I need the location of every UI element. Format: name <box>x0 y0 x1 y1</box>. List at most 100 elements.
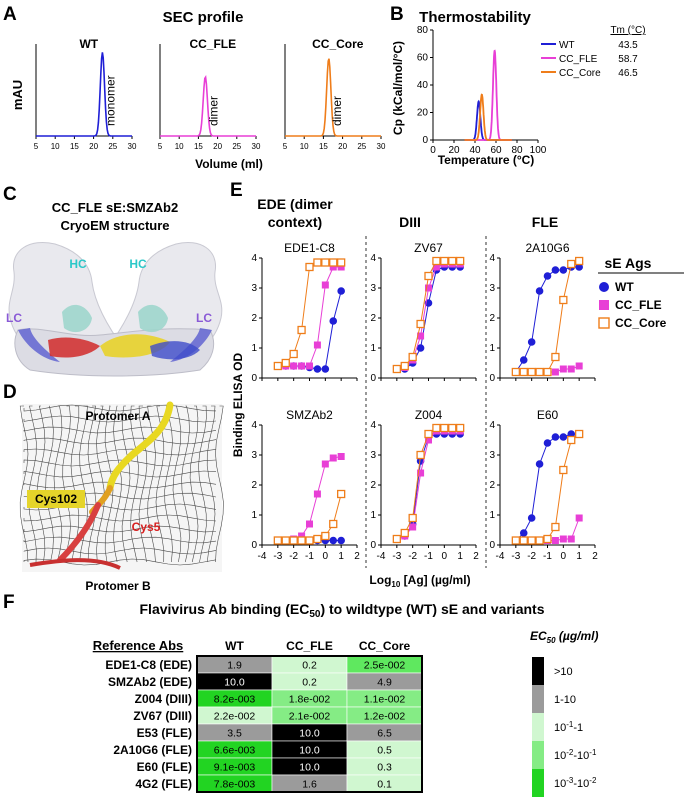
elisa-point-cc-core <box>559 465 568 475</box>
elisa-x-tick: -1 <box>305 551 314 562</box>
heatmap-legend-swatch <box>532 685 544 713</box>
elisa-point-cc-core <box>329 519 338 529</box>
sec-state-annotation: monomer <box>103 75 117 126</box>
panel-letter-b: B <box>390 4 404 25</box>
sec-x-tick: 10 <box>51 142 60 151</box>
thermo-plot: 0 20 40 60 80 100 0 20 40 60 80 WT 43.5 CC_FLE 58.7 CC_… <box>417 25 638 156</box>
elisa-point-cc-core <box>408 513 417 523</box>
heatmap-cell-value: 1.1e-002 <box>364 694 406 706</box>
elisa-point-cc-core <box>551 522 560 532</box>
elisa-point-cc-core <box>289 536 298 545</box>
row-header: Reference Abs <box>93 638 184 653</box>
elisa-x-tick: -4 <box>377 551 386 562</box>
thermo-trace-cc-core <box>464 93 512 141</box>
heatmap-cell-value: 1.2e-002 <box>364 711 406 723</box>
elisa-point-cc-fle <box>298 362 306 370</box>
elisa-point-wt <box>543 439 552 447</box>
elisa-point-cc-core <box>273 536 282 545</box>
elisa-point-cc-core <box>575 429 584 439</box>
elisa-point-cc-core <box>313 534 322 544</box>
protomer-b-label: Protomer B <box>85 579 151 593</box>
elisa-point-cc-core <box>408 352 417 362</box>
sec-state-annotation: dimer <box>330 96 344 126</box>
elisa-point-cc-core <box>305 536 314 545</box>
protomer-a-label: Protomer A <box>86 409 151 423</box>
heatmap-cell-value: 2.2e-002 <box>214 711 256 723</box>
elisa-point-cc-fle <box>417 332 425 340</box>
elisa-point-cc-fle <box>321 460 329 468</box>
elisa-point-wt <box>527 338 536 346</box>
heatmap-legend-label: 1-10 <box>554 694 576 706</box>
heatmap-row-label: EDE1-C8 (EDE) <box>105 658 192 672</box>
elisa-y-tick: 2 <box>251 313 257 324</box>
heatmap-cell-value: 2.5e-002 <box>364 660 406 672</box>
elisa-x-tick: -3 <box>511 551 520 562</box>
elisa-plot-title: ZV67 <box>414 241 443 255</box>
elisa-point-cc-core <box>543 367 552 377</box>
thermo-tm-value: 58.7 <box>618 54 638 65</box>
elisa-point-wt <box>329 536 338 545</box>
elisa-x-tick: 0 <box>561 551 567 562</box>
elisa-x-tick: -1 <box>543 551 552 562</box>
elisa-point-cc-core <box>321 258 330 267</box>
elisa-y-tick: 0 <box>489 540 495 551</box>
elisa-x-tick: -4 <box>496 551 505 562</box>
elisa-point-cc-fle <box>432 263 440 271</box>
elisa-point-cc-core <box>527 367 536 377</box>
elisa-point-cc-core <box>297 325 306 335</box>
panel-c-title-line1: CC_FLE sE:SMZAb2 <box>52 200 178 215</box>
elisa-x-tick: -1 <box>424 551 433 562</box>
thermo-x-tick: 0 <box>430 145 436 156</box>
elisa-point-cc-core <box>416 450 425 460</box>
sec-trace-cc-fle <box>160 74 256 137</box>
sec-x-tick: 30 <box>128 142 137 151</box>
heatmap-row-label: E60 (FLE) <box>137 760 192 774</box>
elisa-x-tick: -3 <box>273 551 282 562</box>
elisa-fit-cc-core <box>515 433 580 541</box>
sec-plots: 5 10 15 20 25 30 WT monomer 5 10 15 20 25 30 CC_FLEdim… <box>34 37 386 151</box>
group-title-diii: DIII <box>399 214 421 230</box>
legend-title-sE-ags: sE Ags <box>605 255 652 271</box>
heatmap-cell-value: 10.0 <box>299 762 320 774</box>
elisa-point-cc-fle <box>313 341 321 349</box>
elisa-point-cc-core <box>392 364 401 374</box>
elisa-y-tick: 3 <box>370 450 376 461</box>
elisa-point-wt <box>551 266 560 274</box>
elisa-point-wt <box>535 287 544 295</box>
elisa-point-wt <box>551 433 560 441</box>
elisa-point-cc-core <box>432 256 441 266</box>
elisa-point-cc-core <box>535 367 544 377</box>
elisa-point-wt <box>543 272 552 280</box>
elisa-x-tick: 1 <box>457 551 463 562</box>
elisa-plot-2a10g6: 2A10G6 0 1 2 3 4 <box>489 241 596 384</box>
panel-b-thermostability: Thermostability Cp (kCal/mol/°C) Tempera… <box>391 9 646 167</box>
panel-letter-a: A <box>3 4 17 25</box>
elisa-x-tick: 1 <box>576 551 582 562</box>
thermo-x-tick: 100 <box>530 145 547 156</box>
heatmap-border <box>196 655 423 793</box>
elisa-point-cc-fle <box>337 453 345 460</box>
protomer-b-chain <box>57 502 101 563</box>
elisa-x-tick: 2 <box>473 551 479 562</box>
sec-x-tick: 25 <box>108 142 117 151</box>
elisa-y-tick: 0 <box>251 540 257 551</box>
elisa-plot-title: 2A10G6 <box>525 241 569 255</box>
heatmap-cell-value: 0.2 <box>302 677 317 689</box>
elisa-y-tick: 1 <box>370 510 376 521</box>
sec-x-tick: 5 <box>34 142 39 151</box>
elisa-point-cc-fle <box>575 362 583 370</box>
elisa-y-tick: 4 <box>370 420 376 431</box>
elisa-point-wt <box>337 536 345 545</box>
panel-letter-c: C <box>3 184 17 205</box>
elisa-point-cc-fle <box>425 284 432 292</box>
heatmap-legend-title: EC50 (µg/ml) <box>530 629 599 645</box>
thermo-tm-value: 46.5 <box>618 68 638 79</box>
heatmap-cell-value: 9.1e-003 <box>214 762 256 774</box>
elisa-point-cc-core <box>535 536 544 545</box>
elisa-point-cc-fle <box>551 537 559 544</box>
elisa-y-tick: 2 <box>489 480 495 491</box>
legend-marker-cc-core <box>598 317 610 329</box>
panel-c-cryoem: CC_FLE sE:SMZAb2 CryoEM structure HC HC … <box>6 200 223 377</box>
